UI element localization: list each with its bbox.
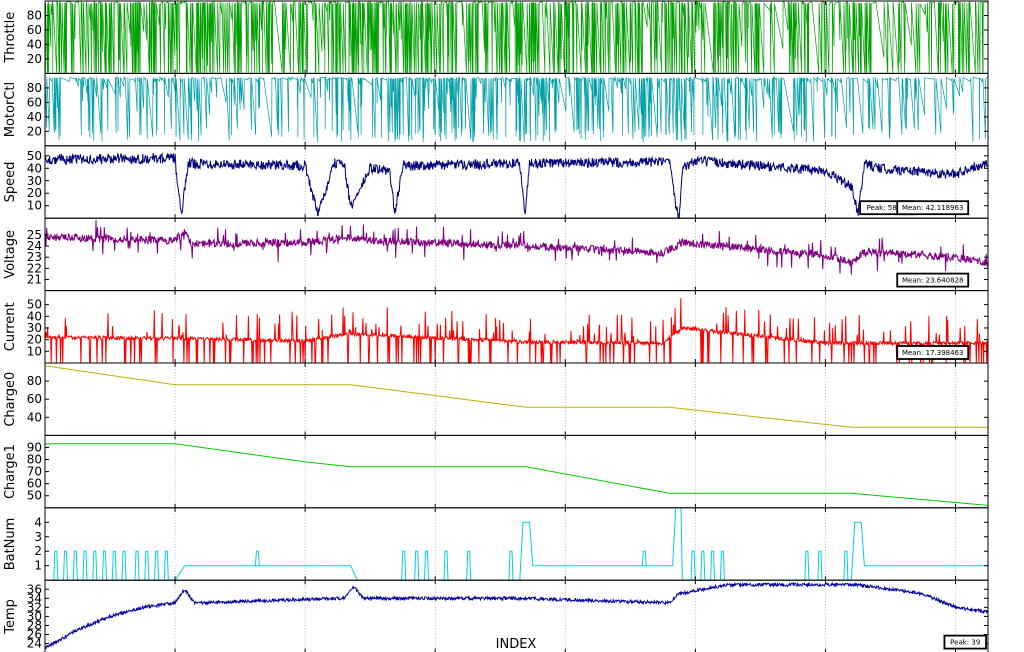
y-tick-label: 20 bbox=[27, 52, 42, 66]
y-tick-label: 30 bbox=[27, 321, 42, 335]
y-tick-label: 40 bbox=[27, 37, 42, 51]
y-tick-label: 60 bbox=[27, 477, 42, 491]
y-tick-label: 10 bbox=[27, 199, 42, 213]
panel-frame-batnum bbox=[44, 507, 989, 581]
panels-group: 20406080Throttle20406080MotorCtl10203040… bbox=[3, 0, 989, 652]
series-line-voltage bbox=[45, 219, 988, 275]
y-tick-label: 80 bbox=[27, 8, 42, 22]
series-line-speed bbox=[45, 152, 988, 218]
annotation-box bbox=[896, 272, 970, 288]
y-axis-label-charge0: Charge0 bbox=[3, 372, 18, 427]
y-axis-label-throttle: Throttle bbox=[3, 12, 18, 64]
y-tick-label: 30 bbox=[27, 174, 42, 188]
panel-frame-voltage bbox=[44, 217, 989, 292]
series-batnum bbox=[45, 507, 988, 581]
series-line-charge1 bbox=[45, 443, 988, 506]
panel-frame-charge0 bbox=[44, 362, 989, 436]
annotation-label: Mean: 23.640828 bbox=[902, 277, 964, 285]
y-axis-label-charge1: Charge1 bbox=[3, 444, 18, 499]
y-tick-label: 50 bbox=[27, 149, 42, 163]
y-tick-label: 10 bbox=[27, 344, 42, 358]
y-tick-label: 1 bbox=[34, 559, 42, 573]
y-axis-label-current: Current bbox=[3, 302, 18, 351]
y-tick-label: 24 bbox=[27, 637, 42, 651]
y-tick-label: 40 bbox=[27, 110, 42, 124]
annotation-label: Peak: 39 bbox=[950, 639, 980, 647]
y-tick-label: 28 bbox=[27, 618, 42, 632]
y-tick-label: 60 bbox=[27, 23, 42, 37]
y-tick-label: 2 bbox=[34, 544, 42, 558]
y-tick-label: 36 bbox=[27, 582, 42, 596]
series-throttle bbox=[45, 1, 988, 73]
annotation-label: Mean: 42.118963 bbox=[902, 204, 964, 212]
y-tick-label: 20 bbox=[27, 186, 42, 200]
y-tick-label: 3 bbox=[34, 530, 42, 544]
y-tick-label: 50 bbox=[27, 489, 42, 503]
y-tick-label: 22 bbox=[27, 261, 42, 275]
y-axis-label-speed: Speed bbox=[3, 162, 18, 203]
y-axis-label-temp: Temp bbox=[3, 599, 18, 635]
y-axis-label-motorctl: MotorCtl bbox=[3, 82, 18, 137]
y-tick-label: 50 bbox=[27, 298, 42, 312]
series-line-current bbox=[45, 298, 988, 364]
y-tick-label: 40 bbox=[27, 161, 42, 175]
series-line-charge0 bbox=[45, 365, 988, 428]
y-tick-label: 20 bbox=[27, 333, 42, 347]
panel-charge0: 40 60 80 Charge0 bbox=[3, 362, 989, 436]
y-tick-label: 23 bbox=[27, 250, 42, 264]
annotation-box bbox=[943, 634, 987, 650]
series-voltage bbox=[45, 219, 988, 275]
series-line-batnum bbox=[45, 507, 988, 581]
y-tick-label: 26 bbox=[27, 628, 42, 642]
y-tick-label: 32 bbox=[27, 600, 42, 614]
series-line-temp bbox=[45, 581, 988, 649]
annotation-box bbox=[896, 345, 970, 360]
y-tick-label: 20 bbox=[27, 124, 42, 138]
panel-frame-charge1 bbox=[44, 434, 989, 509]
y-tick-label: 21 bbox=[27, 272, 42, 286]
x-axis-label: INDEX bbox=[496, 637, 537, 652]
series-motorctl bbox=[45, 76, 988, 143]
y-axis-label-voltage: Voltage bbox=[3, 230, 18, 279]
series-speed bbox=[45, 152, 988, 218]
y-tick-label: 70 bbox=[27, 465, 42, 479]
y-tick-label: 60 bbox=[27, 95, 42, 109]
y-tick-label: 24 bbox=[27, 239, 42, 253]
annotation-box bbox=[896, 200, 970, 216]
y-tick-label: 60 bbox=[27, 392, 42, 406]
y-tick-label: 25 bbox=[27, 228, 42, 242]
series-line-motorctl bbox=[45, 76, 988, 143]
y-tick-label: 40 bbox=[27, 410, 42, 424]
y-tick-label: 30 bbox=[27, 609, 42, 623]
annotation-label: Peak: 58.32 bbox=[867, 204, 908, 212]
series-current bbox=[45, 298, 988, 364]
y-axis-label-batnum: BatNum bbox=[3, 518, 18, 571]
y-tick-label: 80 bbox=[27, 374, 42, 388]
y-tick-label: 40 bbox=[27, 309, 42, 323]
y-tick-label: 80 bbox=[27, 81, 42, 95]
y-tick-label: 90 bbox=[27, 440, 42, 454]
series-charge1 bbox=[45, 443, 988, 506]
series-charge0 bbox=[45, 365, 988, 428]
y-tick-label: 4 bbox=[34, 515, 42, 529]
y-tick-label: 80 bbox=[27, 453, 42, 467]
series-line-throttle bbox=[45, 1, 988, 73]
y-tick-label: 34 bbox=[27, 591, 42, 605]
series-temp bbox=[45, 581, 988, 649]
annotation-label: Mean: 17.398463 bbox=[902, 349, 964, 357]
